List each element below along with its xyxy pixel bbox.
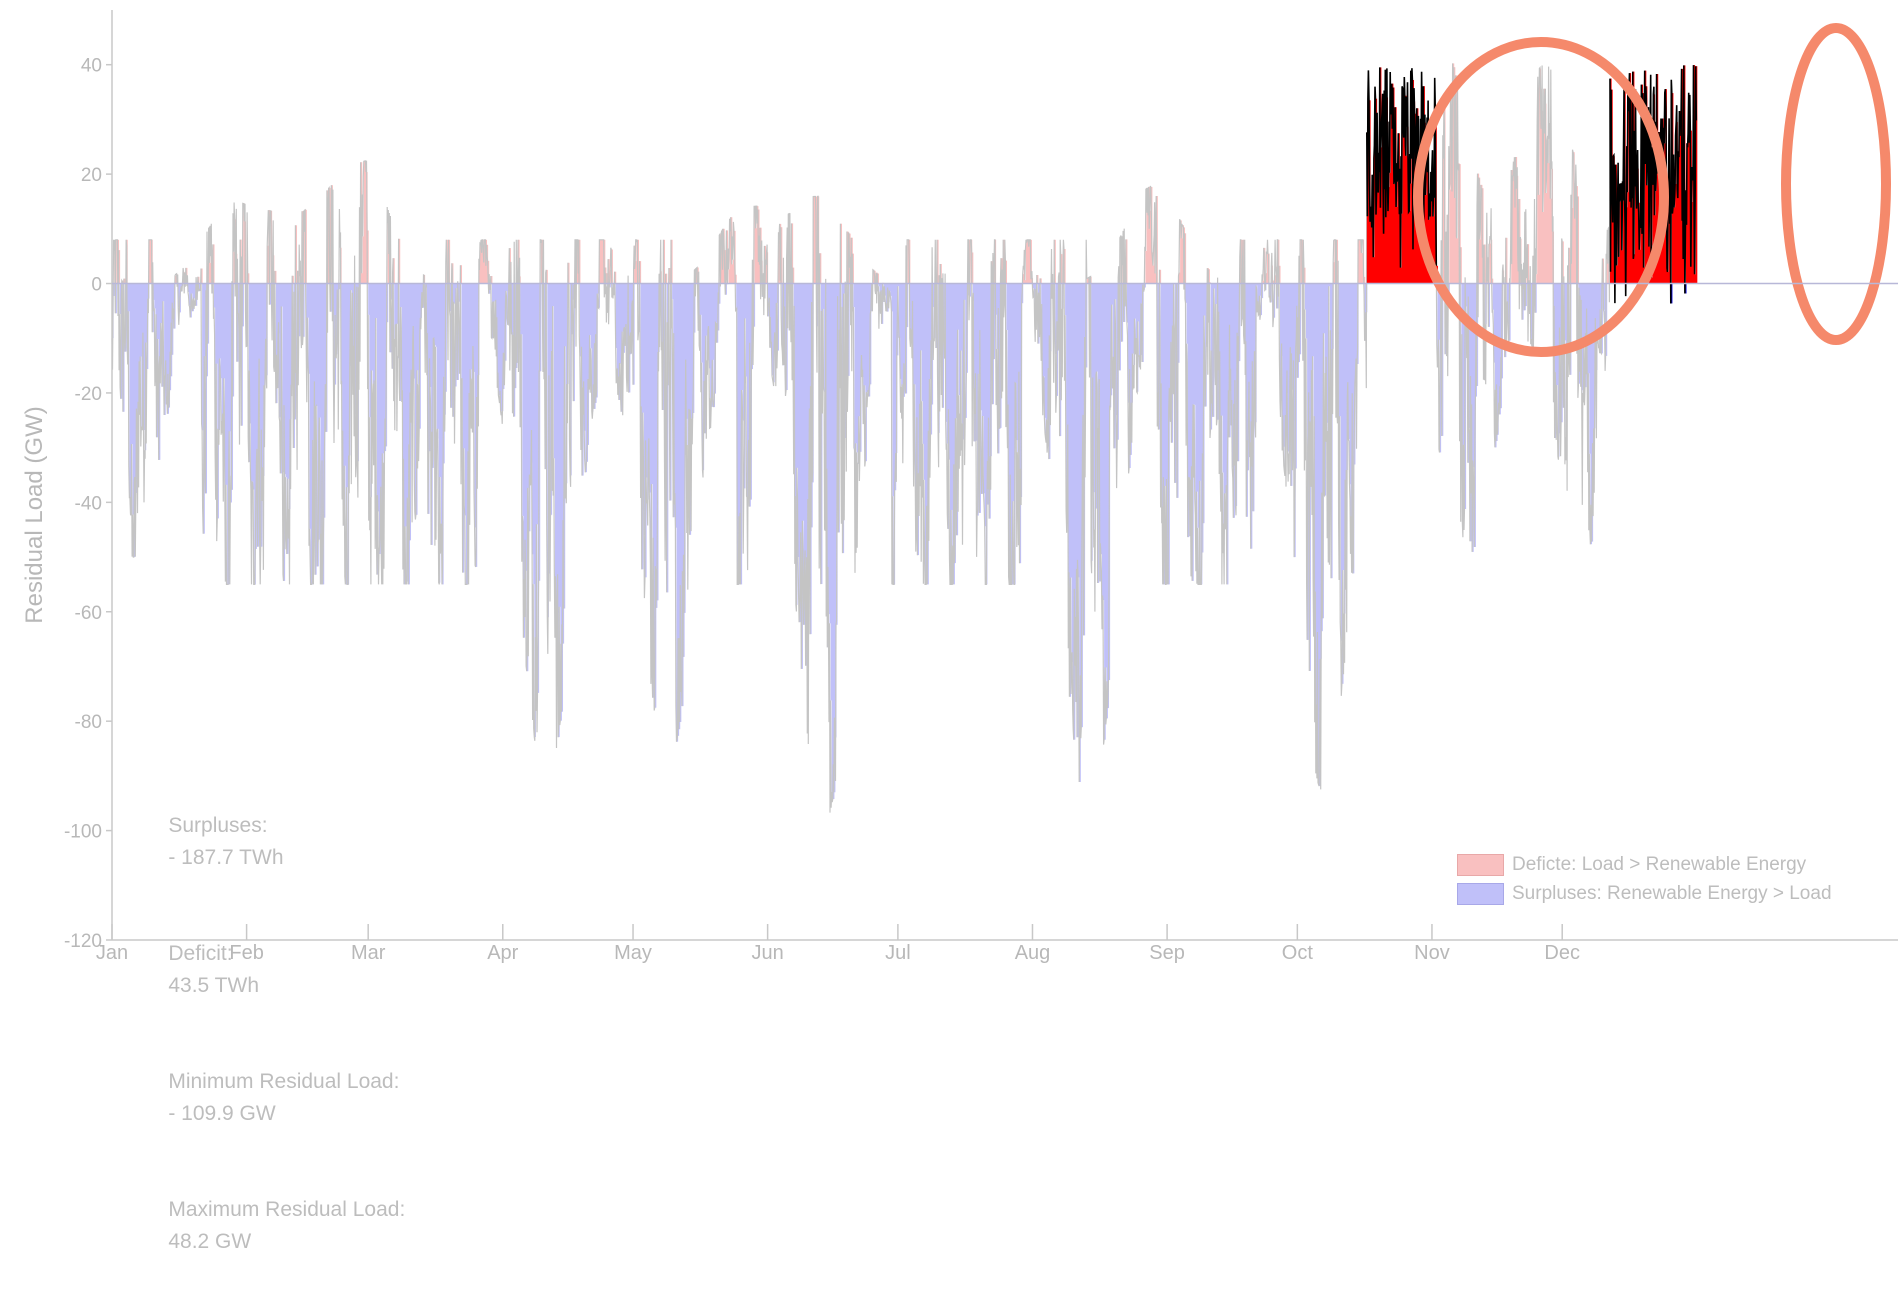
- legend-label-deficit: Deficte: Load > Renewable Energy: [1512, 854, 1806, 876]
- x-tick-label: Jul: [885, 942, 911, 963]
- x-tick-label: Sep: [1149, 942, 1185, 963]
- series-layer: [112, 63, 1696, 812]
- summary-deficit: Deficit: 43.5 TWh: [145, 906, 423, 1034]
- summary-box: Surpluses: - 187.7 TWh Deficit: 43.5 TWh…: [145, 778, 423, 1290]
- y-tick-label: 20: [81, 165, 102, 186]
- legend-label-surplus: Surpluses: Renewable Energy > Load: [1512, 883, 1832, 905]
- y-tick-label: -60: [75, 603, 102, 624]
- legend-item-surplus: Surpluses: Renewable Energy > Load: [1457, 879, 1832, 908]
- x-tick-label: Jan: [96, 942, 128, 963]
- legend-swatch-surplus: [1457, 883, 1504, 905]
- x-tick-label: Nov: [1414, 942, 1450, 963]
- summary-maximum: Maximum Residual Load: 48.2 GW: [145, 1162, 423, 1290]
- x-tick-label: Dec: [1544, 942, 1580, 963]
- y-tick-label: -20: [75, 384, 102, 405]
- x-tick-label: Apr: [487, 942, 518, 963]
- y-tick-label: 0: [91, 275, 102, 296]
- x-tick-label: Aug: [1015, 942, 1051, 963]
- legend-item-deficit: Deficte: Load > Renewable Energy: [1457, 850, 1832, 879]
- x-tick-label: Oct: [1282, 942, 1314, 963]
- highlight-circle-dec: [1786, 28, 1886, 340]
- max-value: 48.2 GW: [168, 1230, 251, 1253]
- surpluses-value: - 187.7 TWh: [168, 846, 283, 869]
- x-tick-label: May: [614, 942, 652, 963]
- max-label: Maximum Residual Load:: [168, 1198, 405, 1221]
- x-tick-label: Jun: [752, 942, 784, 963]
- surpluses-label: Surpluses:: [168, 814, 267, 837]
- legend-swatch-deficit: [1457, 854, 1504, 876]
- y-tick-label: -40: [75, 493, 102, 514]
- summary-surpluses: Surpluses: - 187.7 TWh: [145, 778, 423, 906]
- min-value: - 109.9 GW: [168, 1102, 275, 1125]
- deficit-label: Deficit:: [168, 938, 320, 970]
- y-tick-label: -100: [64, 822, 102, 843]
- min-label: Minimum Residual Load:: [168, 1070, 399, 1093]
- summary-minimum: Minimum Residual Load: - 109.9 GW: [145, 1034, 423, 1162]
- residual-load-line: [112, 63, 1696, 812]
- y-tick-label: 40: [81, 56, 102, 77]
- deficit-value: 43.5 TWh: [168, 974, 259, 997]
- y-tick-label: -80: [75, 712, 102, 733]
- y-axis-label: Residual Load (GW): [21, 406, 48, 623]
- legend: Deficte: Load > Renewable Energy Surplus…: [1457, 850, 1832, 908]
